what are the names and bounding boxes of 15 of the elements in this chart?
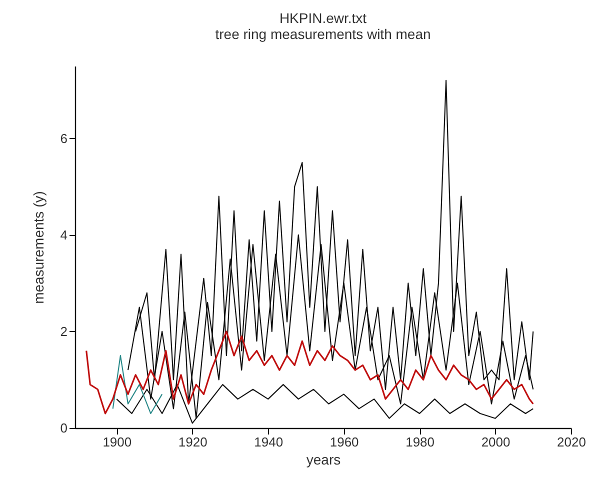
y-tick-label: 2	[60, 324, 68, 339]
y-axis-title: measurements (y)	[30, 191, 46, 304]
x-tick-label: 1980	[406, 434, 435, 450]
y-tick-label: 0	[60, 420, 68, 436]
x-tick-label: 2000	[481, 434, 510, 450]
x-tick-label: 1920	[178, 434, 208, 450]
x-tick-label: 1900	[102, 434, 132, 450]
x-tick-label: 2020	[557, 434, 586, 450]
chart-subtitle: tree ring measurements with mean	[215, 26, 431, 42]
y-tick-label: 4	[60, 227, 68, 242]
chart-title: HKPIN.ewr.txt	[279, 10, 367, 26]
x-tick-label: 1940	[254, 434, 284, 450]
y-tick-label: 6	[60, 130, 68, 146]
x-tick-label: 1960	[330, 434, 359, 450]
x-axis-title: years	[306, 452, 341, 468]
